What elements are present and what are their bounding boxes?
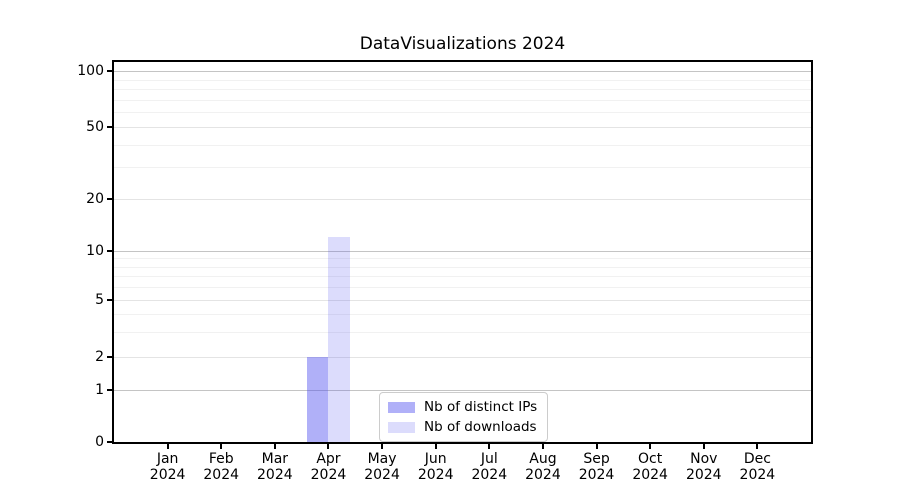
plot-area: Nb of distinct IPs Nb of downloads bbox=[112, 60, 813, 444]
xtick-mark-jun bbox=[434, 444, 437, 449]
minor-gridline-30 bbox=[114, 167, 811, 169]
xtick-month: Jan bbox=[156, 451, 179, 467]
xtick-label-jan: Jan 2024 bbox=[133, 451, 203, 483]
xtick-mark-aug bbox=[541, 444, 544, 449]
minor-gridline-9 bbox=[114, 258, 811, 260]
xtick-mark-oct bbox=[649, 444, 652, 449]
xtick-year: 2024 bbox=[364, 467, 400, 483]
legend-entry-1: Nb of downloads bbox=[388, 419, 537, 435]
xtick-year: 2024 bbox=[471, 467, 508, 483]
chart-title: DataVisualizations 2024 bbox=[359, 34, 566, 54]
minor-gridline-90 bbox=[114, 79, 811, 81]
ytick-label-1: 1 bbox=[95, 382, 104, 398]
xtick-label-aug: Aug 2024 bbox=[508, 451, 578, 483]
xtick-label-jul: Jul 2024 bbox=[454, 451, 524, 483]
xtick-month: Aug bbox=[529, 451, 557, 467]
xtick-year: 2024 bbox=[525, 467, 561, 483]
xtick-mark-feb bbox=[220, 444, 223, 449]
ytick-mark-2 bbox=[107, 356, 112, 358]
ytick-label-100: 100 bbox=[77, 63, 104, 79]
minor-gridline-8 bbox=[114, 266, 811, 268]
legend-swatch-1 bbox=[388, 421, 415, 433]
xtick-label-mar: Mar 2024 bbox=[240, 451, 310, 483]
xtick-year: 2024 bbox=[578, 467, 615, 483]
xtick-month: Jul bbox=[480, 451, 498, 467]
xtick-year: 2024 bbox=[203, 467, 240, 483]
xtick-year: 2024 bbox=[149, 467, 186, 483]
ytick-mark-50 bbox=[107, 126, 112, 128]
xtick-month: Dec bbox=[743, 451, 771, 467]
gridline-2 bbox=[114, 357, 811, 358]
bar-apr-distinct-ips bbox=[306, 357, 329, 442]
ytick-mark-1 bbox=[107, 389, 112, 391]
ytick-label-0: 0 bbox=[95, 434, 104, 450]
xtick-year: 2024 bbox=[310, 467, 347, 483]
ytick-mark-10 bbox=[107, 250, 112, 252]
gridline-1 bbox=[114, 390, 811, 391]
xtick-year: 2024 bbox=[739, 467, 776, 483]
minor-gridline-70 bbox=[114, 99, 811, 101]
legend-label-1: Nb of downloads bbox=[424, 419, 537, 435]
ytick-mark-100 bbox=[107, 70, 112, 72]
xtick-label-nov: Nov 2024 bbox=[669, 451, 739, 483]
xtick-label-oct: Oct 2024 bbox=[615, 451, 685, 483]
ytick-mark-5 bbox=[107, 299, 112, 301]
ytick-label-10: 10 bbox=[86, 243, 104, 259]
minor-gridline-4 bbox=[114, 313, 811, 315]
ytick-label-50: 50 bbox=[86, 119, 104, 135]
xtick-month: Feb bbox=[208, 451, 234, 467]
gridline-10 bbox=[114, 251, 811, 252]
ytick-mark-20 bbox=[107, 198, 112, 200]
ytick-mark-0 bbox=[107, 441, 112, 443]
ytick-label-5: 5 bbox=[95, 292, 104, 308]
minor-gridline-40 bbox=[114, 144, 811, 146]
xtick-mark-dec bbox=[756, 444, 759, 449]
gridline-100 bbox=[114, 71, 811, 72]
xtick-label-may: May 2024 bbox=[347, 451, 417, 483]
xtick-mark-apr bbox=[327, 444, 330, 449]
xtick-month: Apr bbox=[316, 451, 341, 467]
legend-swatch-0 bbox=[388, 401, 415, 413]
gridline-5 bbox=[114, 300, 811, 301]
xtick-month: Oct bbox=[638, 451, 663, 467]
xtick-year: 2024 bbox=[632, 467, 668, 483]
gridline-50 bbox=[114, 127, 811, 128]
ytick-label-2: 2 bbox=[95, 349, 104, 365]
xtick-label-feb: Feb 2024 bbox=[186, 451, 256, 483]
xtick-month: Jun bbox=[424, 451, 447, 467]
xtick-mark-jan bbox=[166, 444, 169, 449]
xtick-label-dec: Dec 2024 bbox=[722, 451, 792, 483]
xtick-label-sep: Sep 2024 bbox=[562, 451, 632, 483]
minor-gridline-7 bbox=[114, 276, 811, 278]
xtick-year: 2024 bbox=[257, 467, 293, 483]
bar-apr-downloads bbox=[328, 237, 350, 442]
xtick-year: 2024 bbox=[685, 467, 722, 483]
minor-gridline-3 bbox=[114, 331, 811, 333]
legend-label-0: Nb of distinct IPs bbox=[424, 399, 538, 415]
legend: Nb of distinct IPs Nb of downloads bbox=[379, 392, 549, 442]
xtick-label-apr: Apr 2024 bbox=[293, 451, 363, 483]
ytick-label-20: 20 bbox=[86, 191, 104, 207]
xtick-year: 2024 bbox=[417, 467, 454, 483]
gridline-20 bbox=[114, 199, 811, 200]
xtick-month: Nov bbox=[690, 451, 718, 467]
minor-gridline-80 bbox=[114, 89, 811, 91]
minor-gridline-60 bbox=[114, 112, 811, 114]
xtick-mark-jul bbox=[488, 444, 491, 449]
xtick-label-jun: Jun 2024 bbox=[401, 451, 471, 483]
minor-gridline-6 bbox=[114, 287, 811, 289]
xtick-month: Sep bbox=[583, 451, 610, 467]
xtick-mark-may bbox=[381, 444, 384, 449]
xtick-mark-sep bbox=[595, 444, 598, 449]
xtick-month: Mar bbox=[261, 451, 289, 467]
xtick-month: May bbox=[367, 451, 397, 467]
xtick-mark-mar bbox=[273, 444, 276, 449]
xtick-mark-nov bbox=[702, 444, 705, 449]
legend-entry-0: Nb of distinct IPs bbox=[388, 399, 537, 415]
